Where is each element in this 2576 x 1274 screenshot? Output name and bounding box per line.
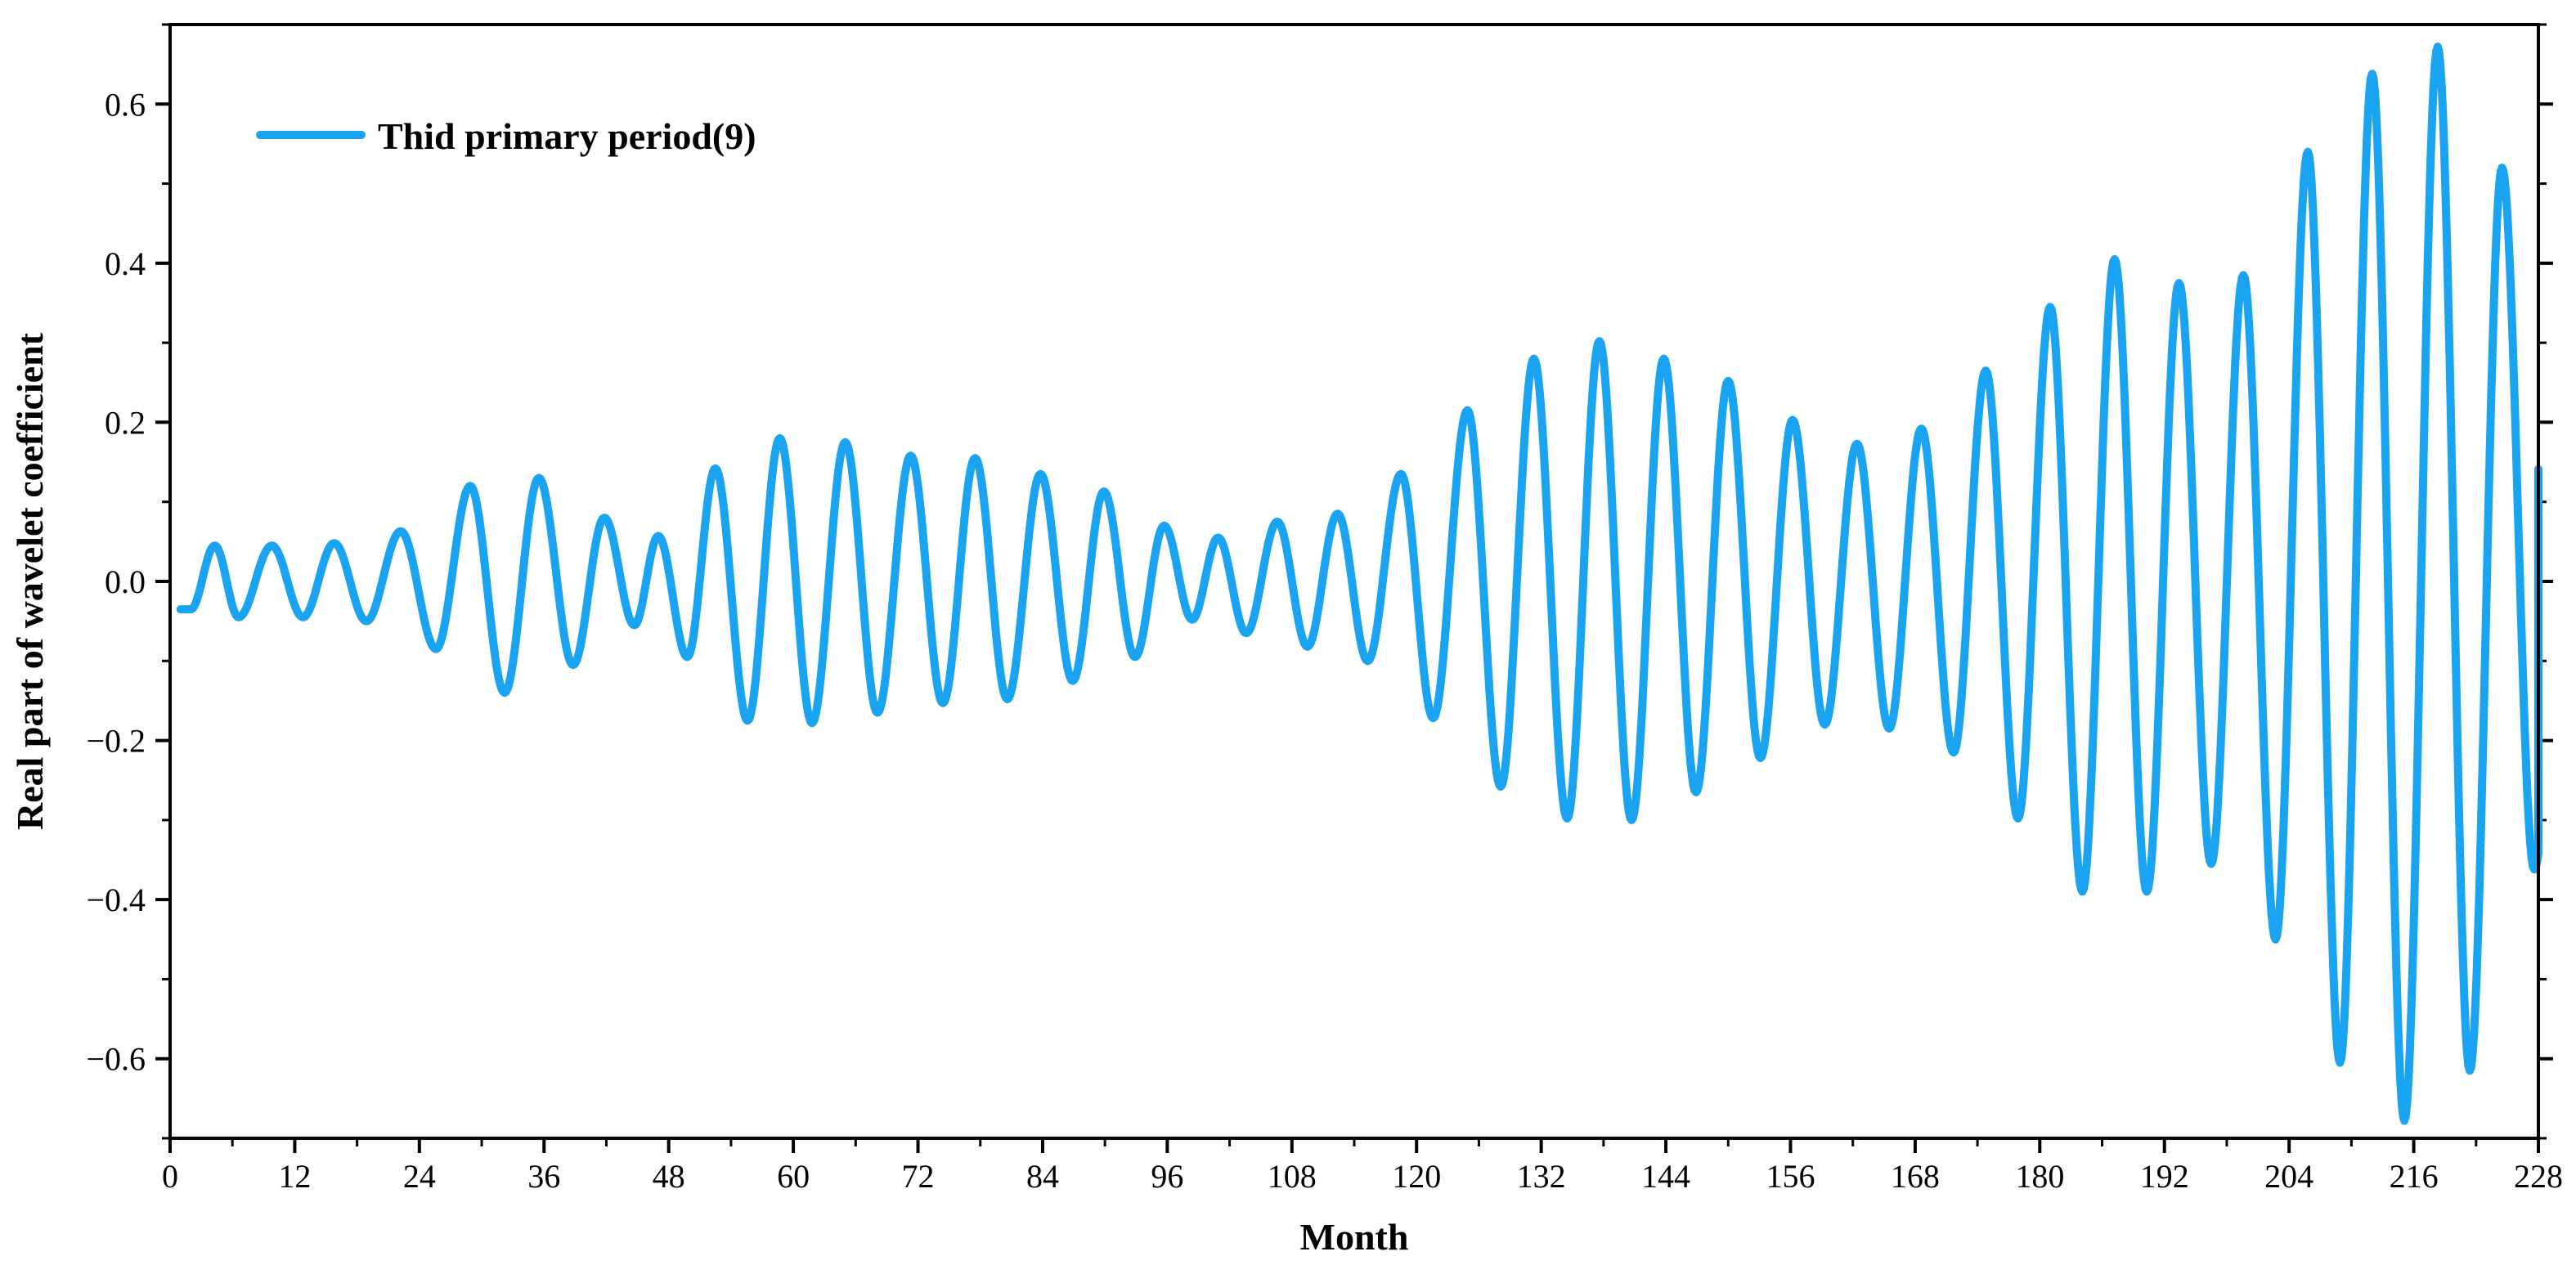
y-tick-label: 0.0: [105, 563, 146, 600]
x-tick-label: 156: [1766, 1158, 1815, 1195]
y-tick-label: 0.2: [105, 404, 146, 441]
x-axis-title: Month: [1300, 1216, 1409, 1258]
x-tick-label: 24: [403, 1158, 436, 1195]
x-tick-label: 216: [2390, 1158, 2439, 1195]
x-tick-label: 132: [1517, 1158, 1566, 1195]
plot-frame: [168, 23, 2540, 1140]
y-tick-label: −0.6: [86, 1041, 146, 1078]
x-tick-label: 72: [902, 1158, 935, 1195]
y-tick-label: 0.4: [105, 245, 146, 282]
x-tick-label: 180: [2015, 1158, 2064, 1195]
x-tick-label: 228: [2514, 1158, 2563, 1195]
y-tick-label: −0.4: [86, 881, 146, 918]
x-tick-label: 60: [777, 1158, 810, 1195]
axis-tick-labels: 0 12 24 36 48 60 72 84 96 108 120 132 144 156 168 180 19…: [86, 86, 2563, 1195]
x-tick-label: 0: [162, 1158, 178, 1195]
x-tick-label: 204: [2264, 1158, 2313, 1195]
y-tick-label: −0.2: [86, 723, 146, 760]
x-tick-label: 144: [1641, 1158, 1690, 1195]
x-tick-label: 48: [653, 1158, 685, 1195]
x-tick-label: 96: [1151, 1158, 1183, 1195]
x-tick-label: 120: [1392, 1158, 1441, 1195]
x-tick-label: 84: [1026, 1158, 1059, 1195]
series-layer: [176, 43, 2542, 1125]
legend-label: Thid primary period(9): [378, 115, 756, 157]
y-axis-title: Real part of wavelet coefficient: [9, 332, 51, 830]
x-tick-label: 12: [278, 1158, 311, 1195]
legend: Thid primary period(9): [256, 115, 756, 157]
x-tick-label: 36: [527, 1158, 560, 1195]
y-tick-label: 0.6: [105, 86, 146, 123]
series-line: [176, 43, 2542, 1125]
x-tick-label: 108: [1268, 1158, 1317, 1195]
x-tick-label: 192: [2140, 1158, 2189, 1195]
x-tick-label: 168: [1891, 1158, 1940, 1195]
